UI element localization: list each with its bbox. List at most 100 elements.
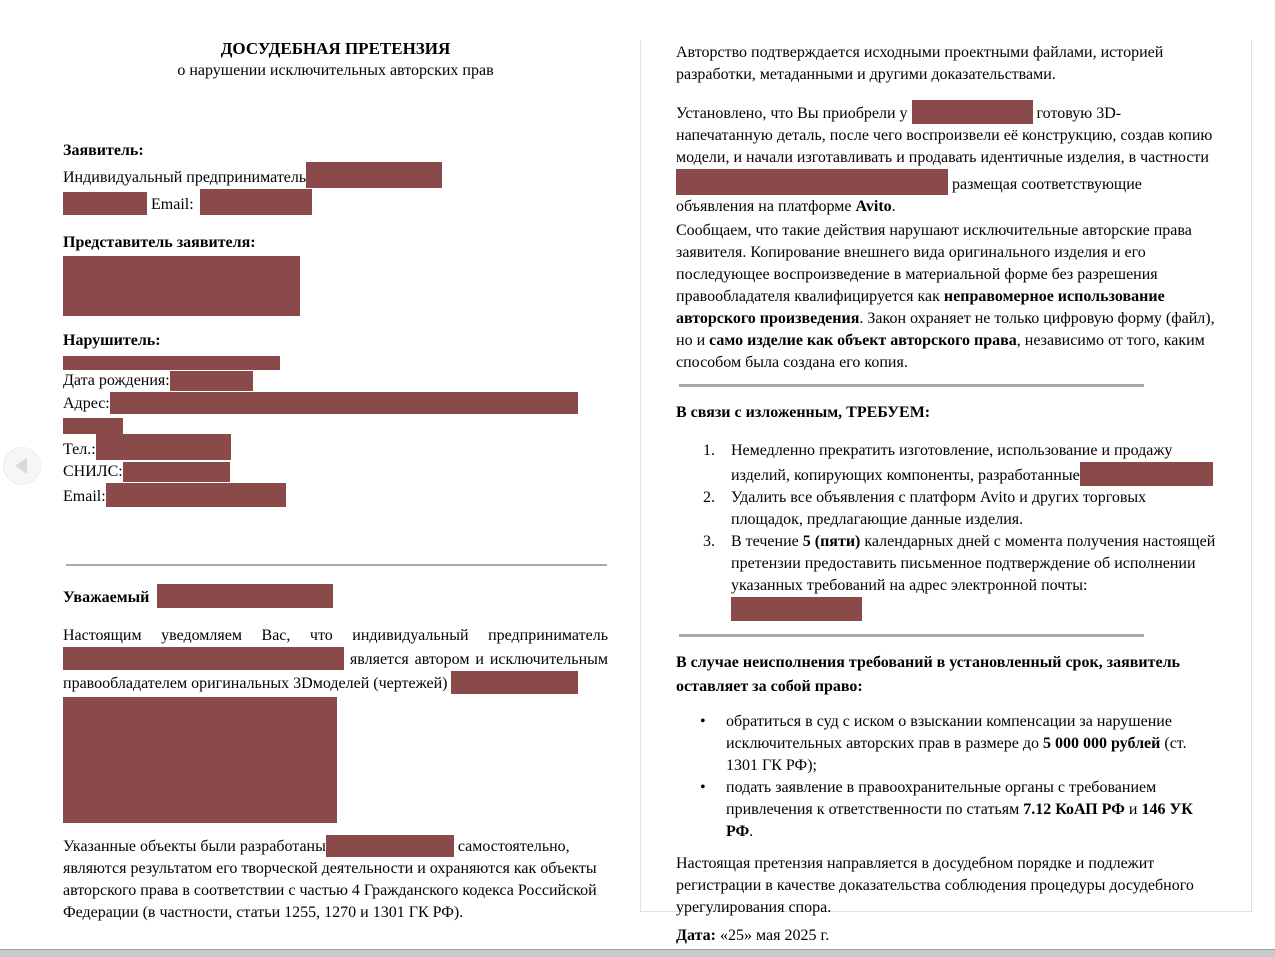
list-item: 2. Удалить все объявления с платформ Avi…	[676, 487, 1216, 531]
document-left-column: ДОСУДЕБНАЯ ПРЕТЕНЗИЯ о нарушении исключи…	[63, 30, 608, 924]
bullet-1-body-1: обратиться в суд с иском о взыскании ком…	[726, 713, 1172, 752]
infringer-snils-row: СНИЛС:	[63, 461, 608, 483]
bullet-2-body-2: и	[1124, 801, 1142, 818]
inform-text-3: , независимо от того, каким способом был…	[676, 332, 1205, 371]
bullet-1-text: обратиться в суд с иском о взыскании ком…	[712, 711, 1216, 777]
established-text-4: .	[891, 198, 896, 215]
date-value: «25» мая 2025 г.	[719, 927, 830, 944]
bullet-2-bold-1: 7.12 КоАП РФ	[1023, 801, 1125, 818]
redaction-claimant-name	[306, 162, 443, 188]
redaction-models-list	[63, 697, 337, 823]
date-line: Дата: «25» мая 2025 г.	[676, 925, 1216, 947]
claimant-name-text: Индивидуальный предприниматель	[63, 169, 307, 186]
platform-name: Avito	[855, 198, 892, 215]
inform-text-1: Сообщаем, что такие действия нарушают ис…	[676, 222, 1192, 305]
claimant-section: Заявитель: Индивидуальный предпринимател…	[63, 140, 608, 216]
bullet-2-bold-2: 146 УК РФ	[726, 801, 1193, 840]
demand-2-text: Удалить все объявления с платформ Avito …	[731, 489, 1147, 528]
redaction-dob	[169, 371, 253, 391]
phone-label: Тел.:	[63, 441, 96, 458]
redaction-infringer-email	[105, 483, 286, 507]
redaction-notice-models	[451, 671, 579, 694]
section-divider	[679, 384, 1144, 387]
claimant-contact-line: Email:	[63, 189, 608, 216]
list-item: • обратиться в суд с иском о взыскании к…	[676, 711, 1216, 777]
document-right-column: Авторство подтверждается исходными проек…	[676, 42, 1216, 947]
demand-3-body-1: В течение	[731, 533, 803, 550]
redaction-phone	[95, 434, 231, 460]
bullet-2-text: подать заявление в правоохранительные ор…	[712, 777, 1216, 843]
developed-text-1: Указанные объекты были разработаны	[63, 838, 326, 855]
developed-text-2: самостоятельно, являются результатом его…	[63, 838, 597, 921]
inform-bold-1: неправомерное использование авторского п…	[676, 288, 1165, 327]
list-item: 3. В течение 5 (пяти) календарных дней с…	[676, 531, 1216, 622]
claimant-label: Заявитель:	[63, 142, 144, 159]
notice-text-2: является автором и исключительным правоо…	[63, 651, 608, 692]
inform-bold-2: само изделие как объект авторского права	[709, 332, 1017, 349]
list-item: • подать заявление в правоохранительные …	[676, 777, 1216, 843]
demand-1-body: Немедленно прекратить изготовление, испо…	[731, 442, 1173, 484]
notice-paragraph: Настоящим уведомляем Вас, что индивидуал…	[63, 625, 608, 695]
demands-list: 1. Немедленно прекратить изготовление, и…	[676, 440, 1216, 622]
demand-3-body-2: календарных дней с момента получения нас…	[731, 533, 1216, 594]
page-title: ДОСУДЕБНАЯ ПРЕТЕНЗИЯ	[220, 39, 451, 58]
bullet-icon: •	[700, 779, 706, 796]
developed-paragraph: Указанные объекты были разработаны самос…	[63, 835, 608, 924]
previous-page-button[interactable]	[3, 447, 41, 485]
dob-label: Дата рождения:	[63, 372, 170, 389]
redaction-address-cont	[63, 418, 123, 434]
established-text-3: размещая соответствующие объявления на п…	[676, 176, 1142, 215]
salutation-line: Уважаемый	[63, 584, 608, 609]
bullet-2-body-1: подать заявление в правоохранительные ор…	[726, 779, 1157, 818]
redaction-demand-email	[731, 597, 862, 621]
date-label: Дата:	[676, 927, 716, 944]
infringer-dob-row: Дата рождения:	[63, 370, 608, 392]
consequences-list: • обратиться в суд с иском о взыскании к…	[676, 711, 1216, 843]
bullet-1-bold: 5 000 000 рублей	[1042, 735, 1161, 752]
redaction-infringer-name	[63, 356, 280, 370]
established-text-2: готовую 3D-напечатанную деталь, после че…	[676, 105, 1213, 166]
redaction-address	[109, 392, 578, 414]
authorship-paragraph: Авторство подтверждается исходными проек…	[676, 44, 1164, 83]
infringer-address-row: Адрес:	[63, 392, 608, 415]
list-number: 1.	[703, 442, 715, 459]
salutation-text: Уважаемый	[63, 589, 150, 606]
bullet-2-body-3: .	[749, 823, 754, 840]
bullet-icon: •	[700, 713, 706, 730]
address-label: Адрес:	[63, 395, 110, 412]
established-paragraph: Установлено, что Вы приобрели у готовую …	[676, 100, 1216, 218]
established-text-1: Установлено, что Вы приобрели у	[676, 105, 912, 122]
list-number: 3.	[703, 533, 715, 550]
list-number: 2.	[703, 489, 715, 506]
infringer-email-label: Email:	[63, 488, 106, 505]
consequences-heading: В случае неисполнения требований в устан…	[676, 654, 1180, 695]
infringer-email-row: Email:	[63, 483, 608, 508]
infringer-label: Нарушитель:	[63, 332, 161, 349]
document-right-panel: Авторство подтверждается исходными проек…	[640, 40, 1252, 944]
redaction-demand-name	[1079, 462, 1213, 486]
redaction-developed-name	[325, 835, 454, 857]
horizontal-scrollbar[interactable]	[0, 949, 1275, 957]
claimant-email-label: Email:	[151, 196, 194, 213]
demand-1-text: Немедленно прекратить изготовление, испо…	[729, 440, 1216, 487]
section-divider	[679, 634, 1144, 637]
demand-3-bold: 5 (пяти)	[802, 533, 861, 550]
left-arrow-icon	[14, 458, 27, 474]
inform-text-2: . Закон охраняет не только цифровую форм…	[676, 310, 1215, 349]
bullet-1-body-2: (ст. 1301 ГК РФ);	[726, 735, 1187, 774]
demands-heading: В связи с изложенным, ТРЕБУЕМ:	[676, 404, 931, 421]
redaction-claimant-email	[199, 189, 312, 215]
infringer-phone-row: Тел.:	[63, 434, 608, 461]
inform-paragraph: Сообщаем, что такие действия нарушают ис…	[676, 220, 1216, 374]
section-divider	[66, 564, 607, 566]
redaction-snils	[122, 462, 230, 482]
redaction-addressee-name	[157, 584, 334, 608]
demand-3-text: В течение 5 (пяти) календарных дней с мо…	[729, 531, 1216, 622]
notice-text-1: Настоящим уведомляем Вас, что индивидуал…	[63, 627, 608, 644]
redaction-claimant-details	[63, 192, 147, 215]
page-subtitle: о нарушении исключительных авторских пра…	[177, 62, 494, 79]
redaction-products	[676, 169, 948, 195]
claimant-name-line: Индивидуальный предприниматель	[63, 162, 608, 189]
snils-label: СНИЛС:	[63, 463, 123, 480]
redaction-seller-name	[911, 100, 1033, 124]
